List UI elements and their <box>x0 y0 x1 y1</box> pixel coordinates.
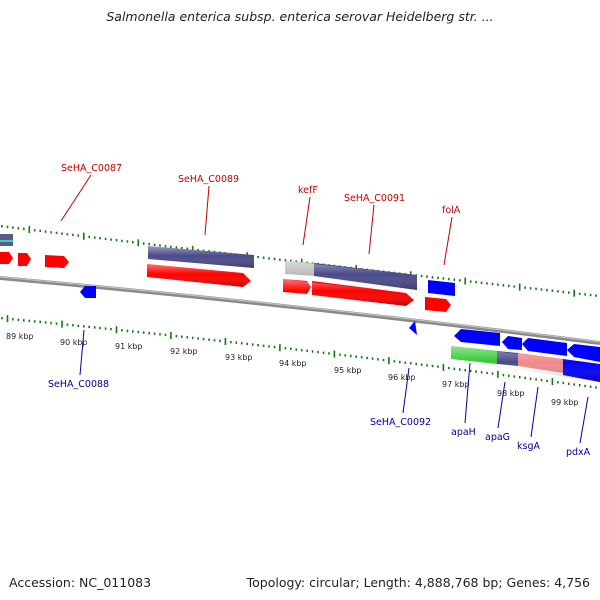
kbp-label: 91 kbp <box>115 342 143 351</box>
kbp-label: 92 kbp <box>170 347 198 356</box>
gene-label-forward[interactable]: folA <box>442 205 461 216</box>
kbp-label: 90 kbp <box>60 338 88 347</box>
accession-text: Accession: NC_011083 <box>9 575 152 590</box>
label-leader <box>497 381 506 429</box>
cds-arrow[interactable] <box>502 336 522 350</box>
gene-label-reverse[interactable]: apaG <box>485 432 510 443</box>
backbone-highlight <box>0 276 600 343</box>
label-leader <box>302 196 311 246</box>
kbp-label: 97 kbp <box>442 380 470 389</box>
label-leader <box>79 329 85 376</box>
gene-label-forward[interactable]: SeHA_C0091 <box>344 193 405 204</box>
kbp-label: 96 kbp <box>388 373 416 382</box>
cds-arrow[interactable] <box>409 321 417 335</box>
cds-arrow[interactable] <box>522 338 567 356</box>
label-leader <box>530 386 539 438</box>
gene-label-reverse[interactable]: apaH <box>451 427 476 438</box>
cds-arrow[interactable] <box>18 253 31 266</box>
kbp-label: 98 kbp <box>497 389 525 398</box>
feature-block-shade <box>451 346 600 382</box>
label-leader <box>402 367 410 414</box>
label-leader <box>368 204 375 255</box>
cds-arrow[interactable] <box>0 252 13 264</box>
backbone <box>0 276 600 345</box>
cds-shade <box>147 264 251 287</box>
gene-label-forward[interactable]: SeHA_C0087 <box>61 163 122 174</box>
cds-arrow[interactable] <box>428 280 455 296</box>
gene-label-forward[interactable]: SeHA_C0089 <box>178 174 239 185</box>
cds-arrow[interactable] <box>425 297 451 312</box>
gene-label-reverse[interactable]: pdxA <box>566 447 591 458</box>
label-leader <box>443 216 453 266</box>
cds-arrow[interactable] <box>567 344 600 362</box>
label-leader <box>579 396 589 444</box>
kbp-label: 95 kbp <box>334 366 362 375</box>
label-leader <box>464 362 471 424</box>
feature-stripe <box>0 240 13 242</box>
cds-arrow[interactable] <box>454 329 500 346</box>
map-title: Salmonella enterica subsp. enterica sero… <box>106 9 494 24</box>
kbp-label: 94 kbp <box>279 359 307 368</box>
kbp-label: 99 kbp <box>551 398 579 407</box>
kbp-label: 93 kbp <box>225 353 253 362</box>
inner-tick-ring <box>1 315 597 389</box>
kbp-label: 89 kbp <box>6 332 34 341</box>
cds-arrow[interactable] <box>80 286 96 298</box>
topology-summary: Topology: circular; Length: 4,888,768 bp… <box>246 575 590 590</box>
gene-label-reverse[interactable]: SeHA_C0092 <box>370 417 431 428</box>
gene-label-forward[interactable]: kefF <box>298 185 318 196</box>
cds-arrow[interactable] <box>45 255 69 268</box>
label-leader <box>60 174 92 222</box>
gene-label-reverse[interactable]: SeHA_C0088 <box>48 379 109 390</box>
feature-block-shade <box>285 261 417 290</box>
feature-block-shade <box>148 246 254 268</box>
label-leader <box>204 185 210 236</box>
gene-label-reverse[interactable]: ksgA <box>517 441 540 452</box>
cds-shade <box>283 279 414 306</box>
